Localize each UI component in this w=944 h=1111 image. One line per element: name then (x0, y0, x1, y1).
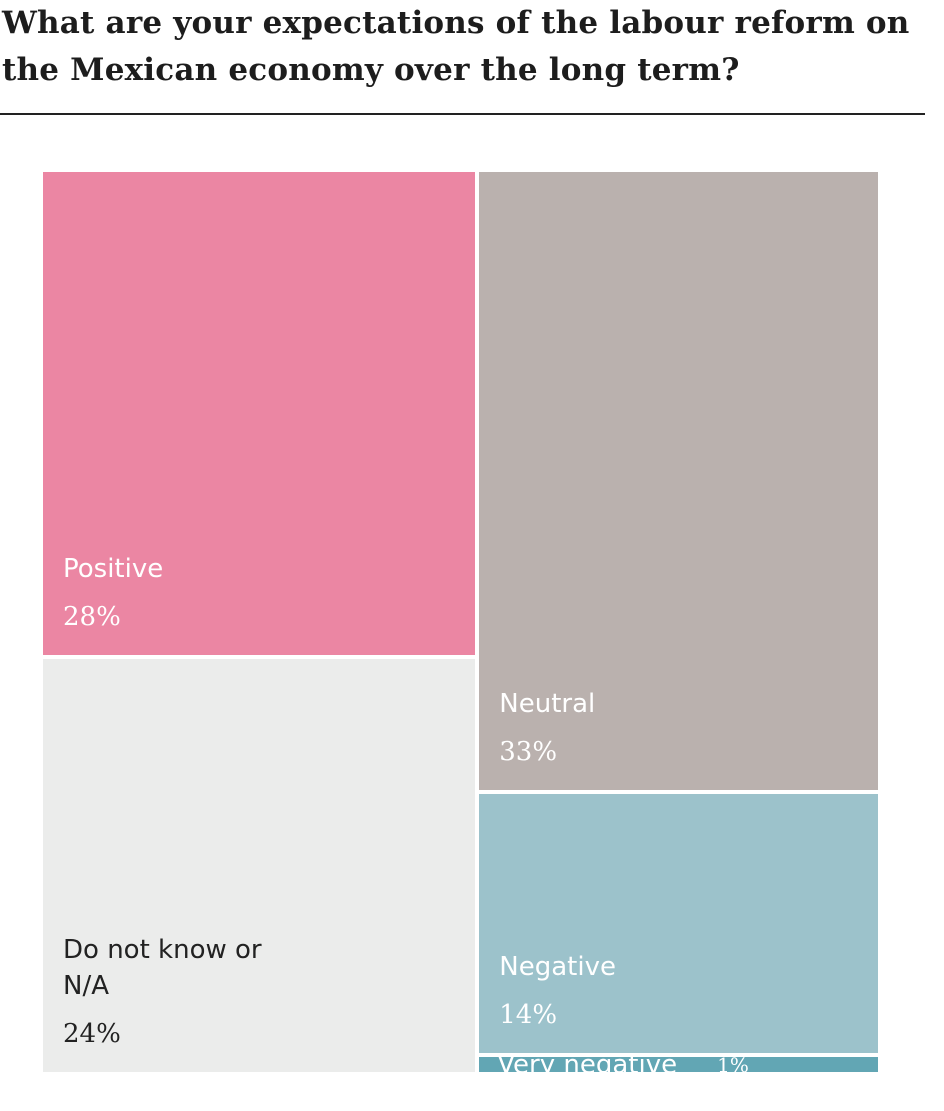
chart-title: What are your expectations of the labour… (2, 5, 910, 88)
tile-label: Very negative (497, 1049, 678, 1080)
tile: Negative 14% (479, 793, 878, 1054)
tile: Very negative 1% (479, 1050, 878, 1080)
value-label: 1% (717, 1052, 749, 1077)
tile-label: Neutral (499, 688, 596, 719)
tile: Do not know or N/A 24% (43, 658, 476, 1072)
value-label: 14% (499, 1000, 558, 1031)
value-label: 24% (63, 1018, 121, 1049)
value-label: 28% (63, 601, 121, 632)
title-rule (0, 113, 925, 115)
tile-label: Negative (499, 952, 616, 983)
tile: Positive 28% (43, 172, 476, 655)
value-label: 33% (499, 736, 558, 767)
tile-label: Do not know or N/A (63, 934, 262, 1001)
tile: Neutral 33% (479, 172, 878, 790)
tile-label: Positive (63, 553, 164, 584)
